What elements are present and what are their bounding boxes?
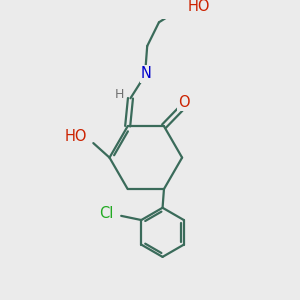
Text: N: N	[141, 67, 152, 82]
Text: HO: HO	[188, 0, 210, 14]
Text: Cl: Cl	[99, 206, 113, 221]
Text: H: H	[115, 88, 124, 101]
Text: O: O	[178, 95, 189, 110]
Text: HO: HO	[65, 130, 87, 145]
